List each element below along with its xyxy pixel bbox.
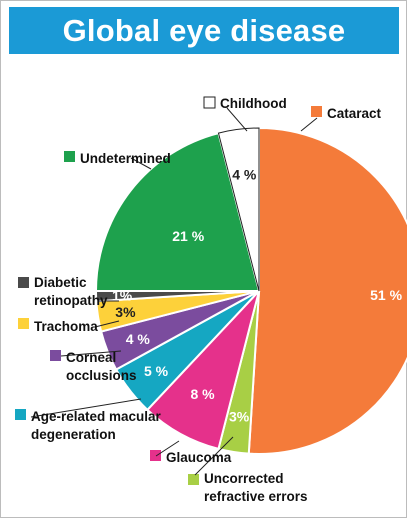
legend-label-line: Uncorrected [204,471,284,486]
leader-line-glaucoma [155,440,180,457]
slice-value-label-diabetic: 1% [112,287,133,303]
legend-swatch-glaucoma [150,450,161,461]
legend-label-cataract: Cataract [327,106,382,121]
legend-label-line: Undetermined [80,151,171,166]
legend-label-line: Childhood [220,96,287,111]
legend-label-glaucoma: Glaucoma [166,450,232,465]
pie-slices [94,126,407,455]
pie-slice-childhood [217,127,260,292]
legend-label-corneal: Corneal occlusions [66,350,137,383]
slice-value-labels: 51 %3%8 %5 %4 %3%1%21 %4 % [112,167,403,425]
legend-label-uncorrected: Uncorrected refractive errors [204,471,308,504]
leader-line-amd [30,398,142,418]
legend-swatch-corneal [50,350,61,361]
leader-line-trachoma [94,320,120,328]
leader-line-corneal [60,350,122,357]
legend-label-line: Corneal [66,350,116,365]
legend-swatch-diabetic [18,277,29,288]
slice-value-label-trachoma: 3% [115,304,136,320]
legend-swatch-trachoma [18,318,29,329]
slice-value-label-uncorrected: 3% [229,409,250,425]
leader-line-childhood [226,107,248,132]
legend-swatch-uncorrected [188,474,199,485]
chart-title: Global eye disease [9,7,399,54]
slice-value-label-childhood: 4 % [232,167,257,183]
leader-line-cataract [300,117,318,132]
legend-swatch-childhood [203,96,216,109]
legend-label-line: Glaucoma [166,450,232,465]
legend-label-line: Trachoma [34,319,98,334]
legend-label-line: Diabetic [34,275,87,290]
legend-label-line: Cataract [327,106,382,121]
legend-swatch-cataract [311,106,322,117]
leader-line-undetermined [130,157,152,170]
leader-line-uncorrected [194,436,234,476]
legend-label-line: refractive errors [204,489,308,504]
slice-value-label-undetermined: 21 % [172,228,204,244]
legend-label-line: Age-related macular [31,409,162,424]
pie-slice-undetermined [94,131,261,292]
slice-value-label-corneal: 4 % [126,331,151,347]
legend-label-line: occlusions [66,368,137,383]
legend: Cataract Uncorrected refractive errors Glau… [15,96,382,504]
legend-label-undetermined: Undetermined [80,151,171,166]
legend-label-line: degeneration [31,427,116,442]
slice-value-label-cataract: 51 % [370,287,402,303]
legend-label-trachoma: Trachoma [34,319,98,334]
pie-slice-cataract [247,126,407,455]
slice-value-label-amd: 5 % [144,363,169,379]
legend-swatch-undetermined [64,151,75,162]
legend-label-line: retinopathy [34,293,108,308]
legend-label-amd: Age-related macular degeneration [31,409,162,442]
legend-label-diabetic: Diabetic retinopathy [34,275,108,308]
slice-value-label-glaucoma: 8 % [190,386,215,402]
legend-label-childhood: Childhood [220,96,287,111]
legend-swatch-amd [15,409,26,420]
